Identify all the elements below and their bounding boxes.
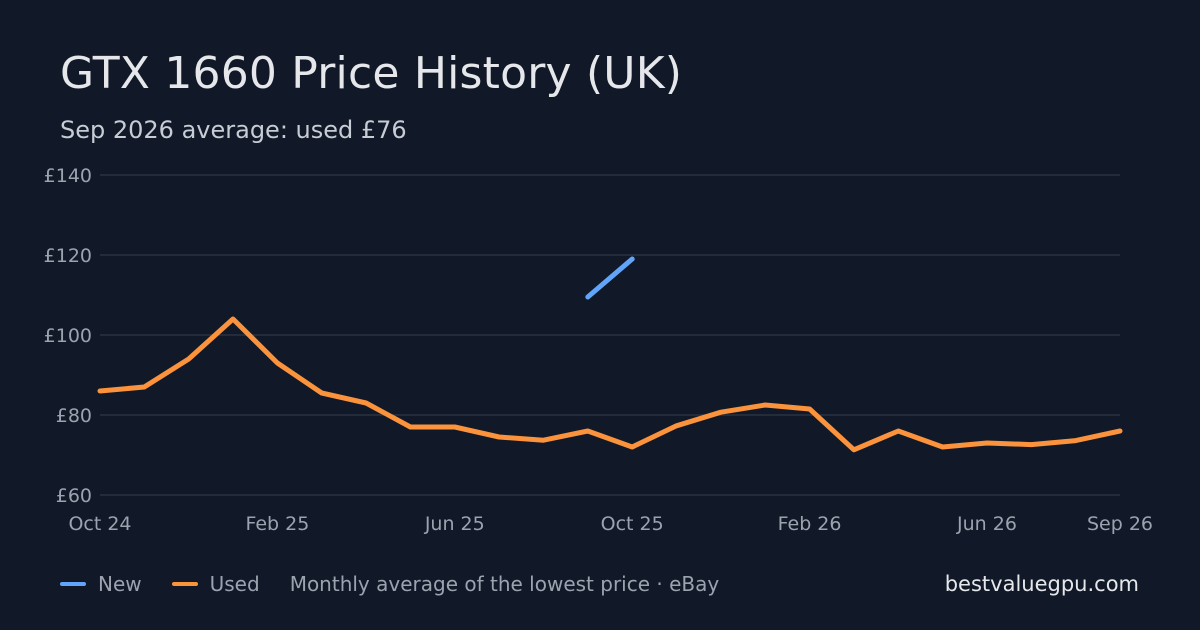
brand-link[interactable]: bestvaluegpu.com	[944, 572, 1139, 596]
x-tick-label: Feb 25	[245, 513, 309, 535]
chart-series	[97, 256, 1123, 453]
y-tick-label: £120	[44, 245, 92, 267]
page-subtitle: Sep 2026 average: used £76	[60, 116, 407, 144]
y-tick-label: £140	[44, 165, 92, 187]
y-tick-label: £60	[56, 485, 92, 507]
series-line-new	[585, 256, 635, 300]
x-tick-label: Jun 25	[424, 513, 485, 535]
page-title: GTX 1660 Price History (UK)	[60, 48, 683, 99]
chart-grid	[100, 174, 1120, 496]
x-tick-label: Feb 26	[778, 513, 842, 535]
x-tick-label: Jun 26	[956, 513, 1017, 535]
legend-swatch-new	[60, 582, 86, 586]
legend-label-new: New	[98, 572, 142, 596]
x-tick-label: Sep 26	[1087, 513, 1153, 535]
y-tick-label: £100	[44, 325, 92, 347]
y-axis-ticks: £60 £80 £100 £120 £140	[44, 165, 92, 507]
x-tick-label: Oct 24	[68, 513, 131, 535]
data-source-note: Monthly average of the lowest price · eB…	[289, 572, 720, 596]
series-line-used	[97, 316, 1123, 453]
x-axis-ticks: Oct 24 Feb 25 Jun 25 Oct 25 Feb 26 Jun 26 Sep …	[68, 513, 1153, 535]
legend-swatch-used	[171, 582, 198, 586]
legend-label-used: Used	[209, 572, 260, 596]
x-tick-label: Oct 25	[601, 513, 664, 535]
y-tick-label: £80	[56, 405, 92, 427]
chart-legend: New Used Monthly average of the lowest p…	[60, 572, 719, 596]
legend-item-used[interactable]: Used	[171, 572, 260, 596]
legend-item-new[interactable]: New	[60, 572, 142, 596]
